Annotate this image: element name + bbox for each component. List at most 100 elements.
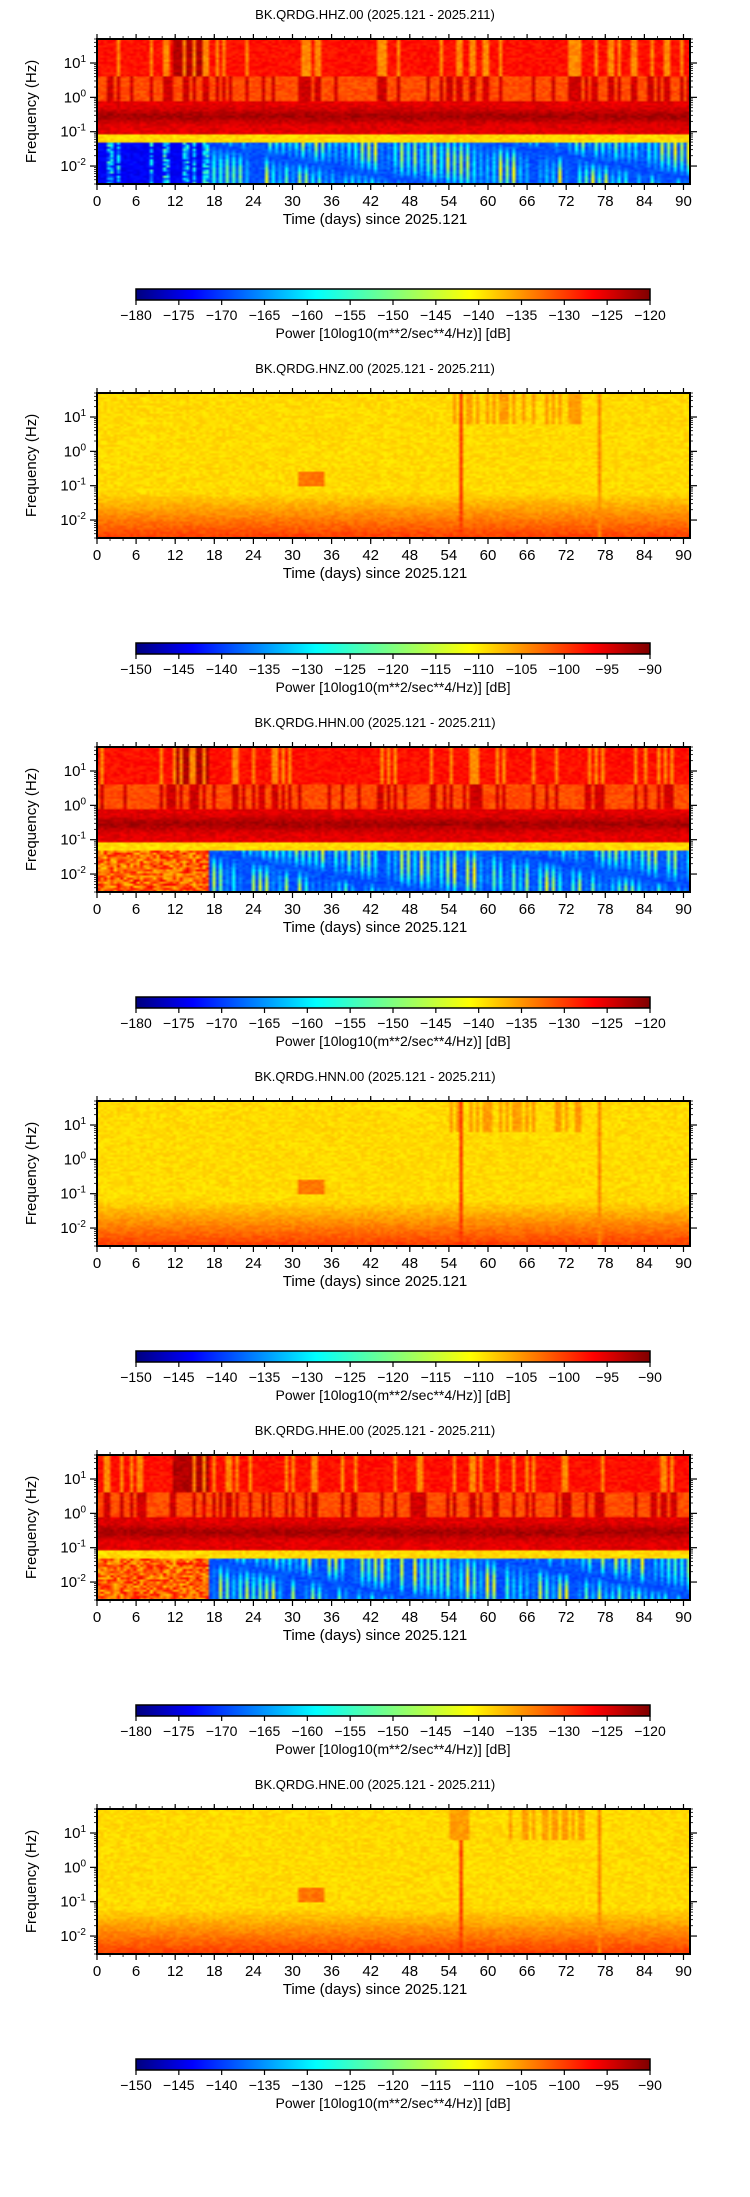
x-tick-label: 72 — [558, 1609, 575, 1626]
plot-frame — [96, 1100, 691, 1247]
colorbar-tick-label: −110 — [463, 2077, 494, 2093]
x-axis-label: Time (days) since 2025.121 — [283, 1627, 468, 1644]
x-tick-label: 24 — [245, 193, 262, 210]
colorbar-tick-label: −180 — [120, 307, 152, 323]
x-tick-label: 54 — [441, 901, 458, 918]
colorbar-tick-label: −130 — [292, 1369, 324, 1385]
x-tick-label: 78 — [597, 1609, 614, 1626]
spectrogram-panel: BK.QRDG.HHN.00 (2025.121 - 2025.211) 0 6 12… — [23, 715, 697, 1049]
x-tick-label: 48 — [401, 1609, 418, 1626]
colorbar-tick-label: −130 — [292, 661, 324, 677]
colorbar-tick-label: −115 — [421, 1369, 452, 1385]
x-tick-label: 48 — [401, 1255, 418, 1272]
colorbar — [136, 2059, 650, 2070]
x-tick-label: 0 — [93, 1609, 101, 1626]
y-tick-label: 100 — [64, 88, 87, 106]
colorbar-tick-label: −145 — [420, 1723, 452, 1739]
colorbar-tick-label: −180 — [120, 1015, 152, 1031]
x-tick-label: 72 — [558, 1963, 575, 1980]
x-tick-label: 84 — [636, 1963, 653, 1980]
x-tick-label: 0 — [93, 193, 101, 210]
spectrogram-heatmap — [97, 1455, 690, 1600]
y-tick-label: 10-1 — [60, 123, 86, 141]
x-tick-label: 84 — [636, 901, 653, 918]
colorbar-tick-label: −110 — [463, 661, 494, 677]
colorbar-tick-label: −175 — [163, 1015, 195, 1031]
x-tick-label: 6 — [132, 547, 140, 564]
colorbar-tick-label: −140 — [206, 2077, 238, 2093]
colorbar-tick-label: −95 — [595, 2077, 619, 2093]
y-tick-label: 10-2 — [60, 1219, 86, 1237]
colorbar-tick-label: −140 — [206, 1369, 238, 1385]
y-tick-label: 10-1 — [60, 1185, 86, 1203]
y-tick-label: 100 — [64, 1150, 87, 1168]
y-tick-label: 101 — [64, 1470, 87, 1488]
x-axis-label: Time (days) since 2025.121 — [283, 919, 468, 936]
x-tick-label: 0 — [93, 1963, 101, 1980]
y-tick-label: 101 — [64, 1824, 87, 1842]
colorbar-label: Power [10log10(m**2/sec**4/Hz)] [dB] — [276, 1033, 511, 1049]
colorbar — [136, 997, 650, 1008]
colorbar-tick-label: −105 — [506, 2077, 538, 2093]
x-axis-label: Time (days) since 2025.121 — [283, 565, 468, 582]
colorbar-tick-label: −135 — [249, 1369, 281, 1385]
colorbar-tick-label: −165 — [249, 1015, 281, 1031]
colorbar-tick-label: −150 — [120, 661, 152, 677]
x-tick-label: 90 — [675, 547, 692, 564]
chart-title: BK.QRDG.HNZ.00 (2025.121 - 2025.211) — [255, 361, 495, 376]
y-axis-label: Frequency (Hz) — [23, 60, 40, 163]
x-tick-label: 66 — [519, 193, 536, 210]
colorbar-tick-label: −150 — [120, 2077, 152, 2093]
y-tick-label: 100 — [64, 1504, 87, 1522]
x-tick-label: 18 — [206, 1255, 223, 1272]
colorbar-tick-label: −125 — [334, 2077, 366, 2093]
colorbar-tick-label: −160 — [292, 307, 324, 323]
x-tick-label: 12 — [167, 1963, 184, 1980]
spectrogram-heatmap — [97, 1809, 690, 1954]
colorbar-tick-label: −175 — [163, 307, 195, 323]
plot-frame — [96, 392, 691, 539]
plot-frame — [96, 1808, 691, 1955]
x-tick-label: 78 — [597, 547, 614, 564]
y-tick-label: 10-1 — [60, 477, 86, 495]
colorbar-tick-label: −160 — [292, 1015, 324, 1031]
x-tick-label: 12 — [167, 193, 184, 210]
x-tick-label: 78 — [597, 1255, 614, 1272]
x-tick-label: 90 — [675, 1255, 692, 1272]
colorbar-tick-label: −125 — [591, 1723, 623, 1739]
colorbar-tick-label: −115 — [421, 661, 452, 677]
colorbar-tick-label: −135 — [249, 2077, 281, 2093]
y-tick-label: 10-1 — [60, 831, 86, 849]
x-tick-label: 84 — [636, 1255, 653, 1272]
x-tick-label: 12 — [167, 1609, 184, 1626]
y-tick-label: 101 — [64, 1116, 87, 1134]
x-tick-label: 36 — [323, 1609, 340, 1626]
colorbar-tick-label: −120 — [634, 307, 666, 323]
colorbar-tick-label: −95 — [595, 661, 619, 677]
colorbar-tick-label: −155 — [334, 307, 366, 323]
colorbar-tick-label: −160 — [292, 1723, 324, 1739]
x-tick-label: 42 — [362, 193, 379, 210]
x-tick-label: 12 — [167, 1255, 184, 1272]
x-tick-label: 42 — [362, 1255, 379, 1272]
spectrogram-panel: BK.QRDG.HHE.00 (2025.121 - 2025.211) 0 6 12… — [23, 1423, 697, 1757]
colorbar-tick-label: −150 — [120, 1369, 152, 1385]
y-tick-label: 10-2 — [60, 157, 86, 175]
x-tick-label: 60 — [480, 1609, 497, 1626]
y-tick-label: 10-2 — [60, 511, 86, 529]
x-tick-label: 90 — [675, 901, 692, 918]
x-tick-label: 72 — [558, 901, 575, 918]
x-tick-label: 66 — [519, 901, 536, 918]
colorbar-label: Power [10log10(m**2/sec**4/Hz)] [dB] — [276, 1741, 511, 1757]
colorbar-tick-label: −105 — [506, 1369, 538, 1385]
colorbar-tick-label: −125 — [334, 661, 366, 677]
x-tick-label: 0 — [93, 1255, 101, 1272]
colorbar-tick-label: −140 — [463, 1015, 495, 1031]
chart-title: BK.QRDG.HNE.00 (2025.121 - 2025.211) — [255, 1777, 495, 1792]
colorbar — [136, 1351, 650, 1362]
x-tick-label: 36 — [323, 193, 340, 210]
colorbar — [136, 1705, 650, 1716]
x-tick-label: 6 — [132, 193, 140, 210]
x-tick-label: 66 — [519, 1963, 536, 1980]
x-tick-label: 36 — [323, 901, 340, 918]
